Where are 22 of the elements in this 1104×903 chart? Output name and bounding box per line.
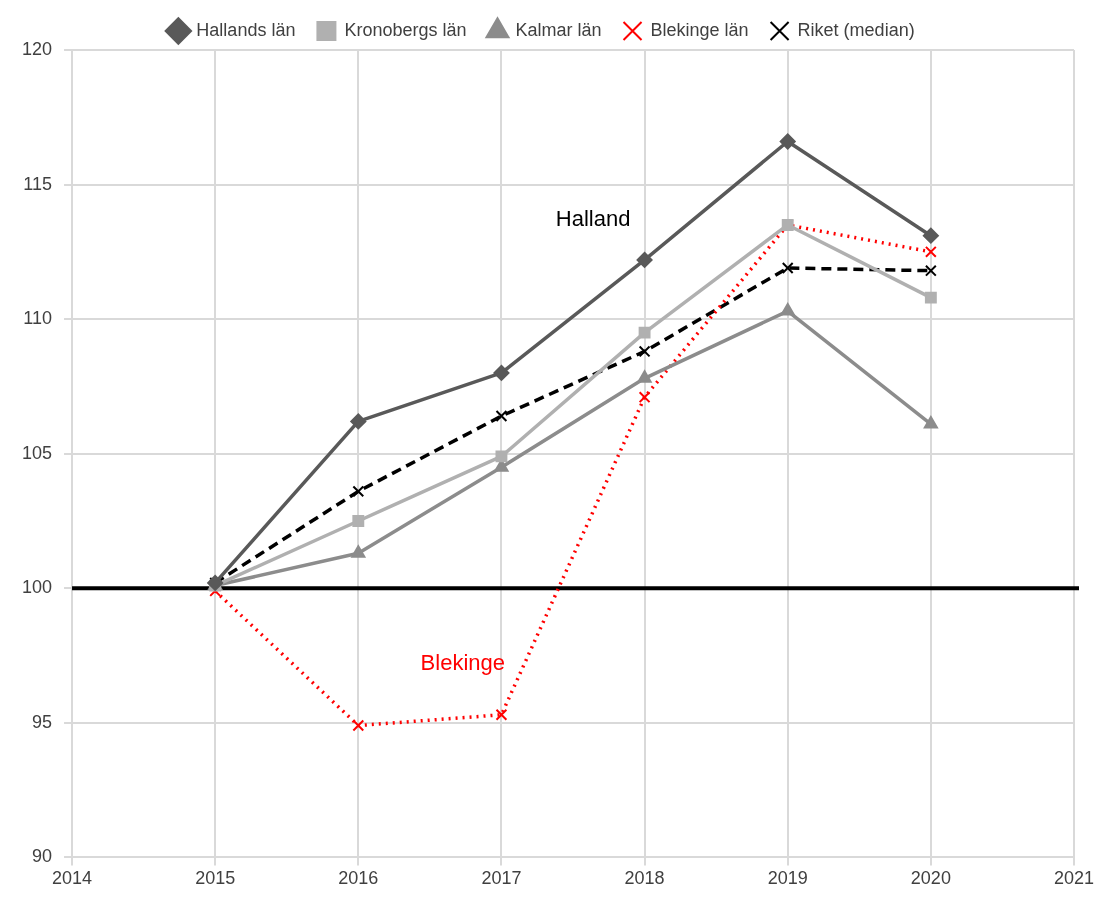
x-tick-label: 2016	[338, 868, 379, 889]
legend-label: Riket (median)	[797, 19, 915, 40]
x-tick-label: 2017	[481, 868, 522, 889]
x-tick-label: 2015	[195, 868, 236, 889]
y-tick-label: 110	[23, 308, 53, 329]
y-tick-label: 100	[21, 577, 53, 598]
y-tick-label: 120	[21, 38, 53, 59]
y-tick-label: 105	[21, 442, 53, 463]
y-tick-label: 90	[32, 846, 53, 867]
legend-label: Blekinge län	[650, 19, 749, 40]
legend-label: Kalmar län	[515, 19, 602, 40]
x-tick-label: 2020	[910, 868, 951, 889]
legend-label: Hallands län	[196, 19, 296, 40]
annotation: Halland	[555, 205, 631, 231]
x-tick-label: 2018	[624, 868, 665, 889]
y-tick-label: 115	[23, 173, 53, 194]
x-tick-label: 2019	[767, 868, 808, 889]
y-tick-label: 95	[32, 711, 53, 732]
legend-label: Kronobergs län	[344, 19, 467, 40]
annotation: Blekinge	[420, 649, 505, 675]
x-tick-label: 2014	[52, 868, 93, 889]
x-tick-label: 2021	[1053, 868, 1095, 889]
